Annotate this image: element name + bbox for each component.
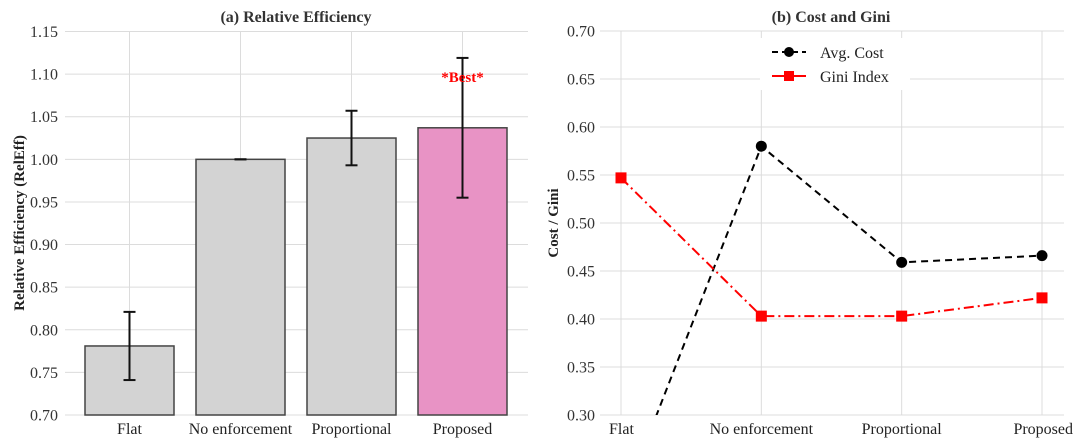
x-tick-label: Flat [609,421,634,438]
y-tick-labels: 0.70 0.75 0.80 0.85 0.90 0.95 1.00 1.05 1.10 1.15 [30,24,58,425]
point-avg-cost-no-enforcement [755,140,767,152]
x-tick-label: No enforcement [189,421,293,438]
y-tick-label: 0.75 [30,365,58,382]
legend-marker-gini [784,71,794,81]
y-tick-label: 0.85 [30,280,58,297]
y-tick-label: 0.35 [567,360,595,377]
bar-no-enforcement [195,158,286,416]
error-bar-proportional [345,109,358,167]
y-tick-label: 0.95 [30,194,58,211]
y-tick-label: 1.15 [30,24,58,41]
y-tick-label: 0.90 [30,237,58,254]
x-tick-labels: Flat No enforcement Proportional Proposed [609,421,1073,438]
line-avg-cost [655,144,1043,415]
y-axis-label-b: Cost / Gini [546,188,562,257]
x-tick-label: Flat [117,421,142,438]
point-gini-index-proportional [896,310,908,322]
y-tick-label: 0.50 [567,216,595,233]
legend-marker-avg-cost [784,47,794,57]
y-tick-label: 1.10 [30,67,58,84]
y-tick-label: 0.80 [30,322,58,339]
y-tick-label: 0.45 [567,264,595,281]
error-bar-proposed [456,56,469,199]
grid [600,30,1064,416]
legend-label-avg-cost: Avg. Cost [820,45,884,62]
x-tick-label: Proposed [433,421,493,438]
y-tick-label: 0.55 [567,168,595,185]
y-tick-label: 0.30 [567,408,595,425]
y-tick-label: 0.40 [567,312,595,329]
x-tick-label: Proportional [312,421,393,438]
y-tick-label: 0.70 [567,24,595,41]
legend: Avg. Cost Gini Index [760,38,910,90]
error-bars [123,56,469,382]
bar-proportional [306,137,397,416]
bars [84,127,508,416]
point-gini-index-flat [615,172,627,184]
y-tick-label: 0.60 [567,120,595,137]
x-tick-labels: Flat No enforcement Proportional Proposed [117,421,492,438]
y-tick-labels: 0.30 0.35 0.40 0.45 0.50 0.55 0.60 0.65 0.70 [567,24,595,425]
panel-relative-efficiency: 0.70 0.75 0.80 0.85 0.90 0.95 1.00 1.05 1.10 1.15… [12,9,528,438]
point-gini-index-no-enforcement [755,310,767,322]
legend-label-gini: Gini Index [820,69,889,86]
y-axis-label-a: Relative Efficiency (RelEff) [12,135,28,311]
line-gini-index [620,177,1043,318]
x-tick-label: Proposed [1013,421,1073,438]
y-tick-label: 1.05 [30,109,58,126]
panel-cost-gini: 0.30 0.35 0.40 0.45 0.50 0.55 0.60 0.65 0.70 Fla… [546,9,1073,438]
point-avg-cost-proportional [896,256,908,268]
y-tick-label: 0.70 [30,408,58,425]
series-lines [620,144,1043,415]
point-avg-cost-proposed [1036,250,1048,262]
y-tick-label: 1.00 [30,152,58,169]
series-markers [615,140,1048,322]
legend-background [760,38,910,90]
chart-title-a: (a) Relative Efficiency [220,9,371,26]
y-tick-label: 0.65 [567,72,595,89]
error-bar-flat [123,310,136,382]
x-tick-label: Proportional [862,421,943,438]
chart-title-b: (b) Cost and Gini [772,9,891,26]
point-gini-index-proposed [1036,292,1048,304]
best-annotation: *Best* [441,70,484,86]
x-tick-label: No enforcement [710,421,814,438]
